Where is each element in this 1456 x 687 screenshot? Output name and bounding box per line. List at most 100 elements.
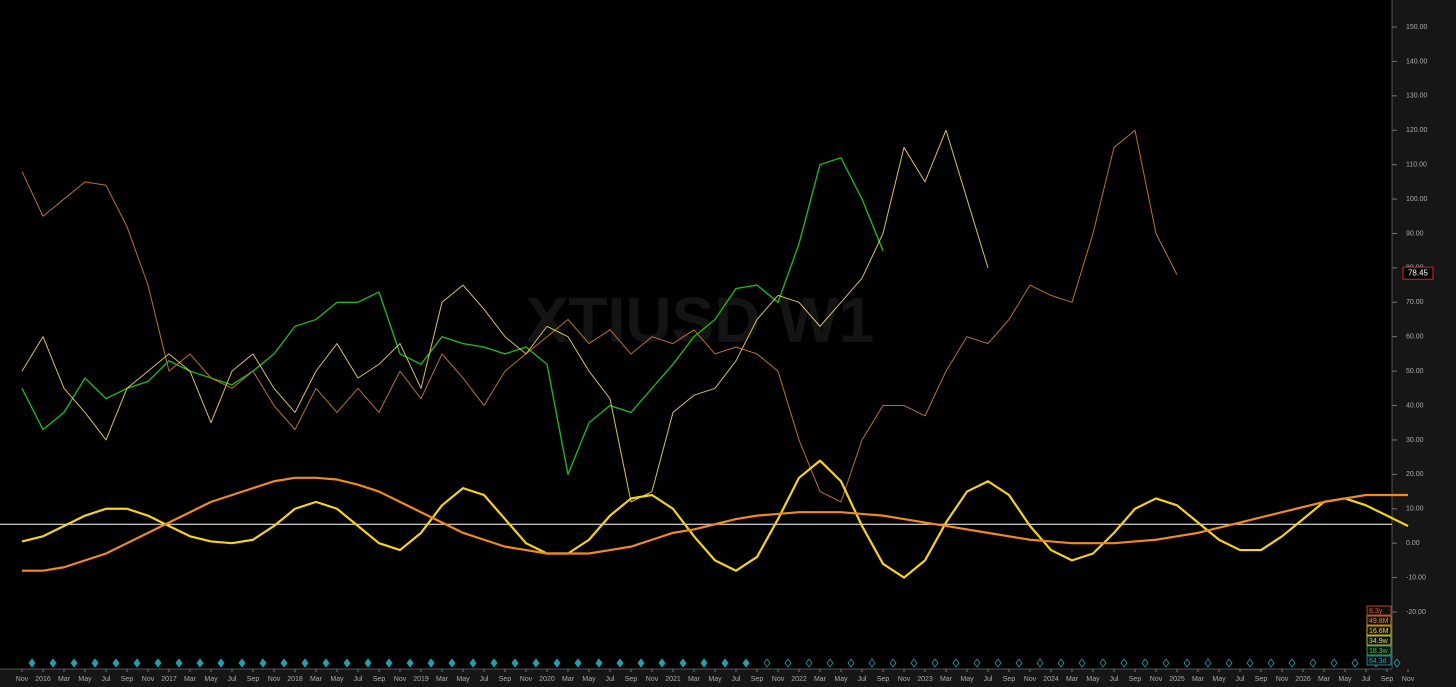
x-tick-label: Nov (1024, 676, 1037, 683)
cycle-legend-box (1366, 615, 1392, 626)
cycle-marker (406, 658, 414, 668)
cycle-marker (1015, 658, 1023, 668)
cycle-marker (1162, 658, 1170, 668)
x-tick-label: Jul (102, 676, 111, 683)
x-tick-label: 2025 (1169, 676, 1185, 683)
x-tick-label: Mar (940, 676, 953, 683)
series-line (21, 129, 1178, 503)
y-tick-label: 0.00 (1406, 540, 1420, 547)
series-line (22, 476, 1408, 572)
cycle-marker (973, 658, 981, 668)
cycle-legend-label: 49.8M (1369, 618, 1389, 625)
x-tick-label: Sep (1381, 676, 1394, 683)
cycle-legend-box (1366, 625, 1392, 636)
cycle-marker (1057, 658, 1065, 668)
last-price-box (1402, 266, 1434, 280)
x-tick-label: Nov (268, 676, 281, 683)
cycle-marker (952, 658, 960, 668)
x-tick-label: Mar (1318, 676, 1331, 683)
x-tick-label: 2017 (161, 676, 177, 683)
time-axis-panel (0, 669, 1392, 687)
x-tick-label: May (1086, 676, 1100, 683)
x-tick-label: May (204, 676, 218, 683)
x-tick-label: Jul (606, 676, 615, 683)
cycle-legend-label: 8.3y (1369, 608, 1383, 615)
y-tick-label: 40.00 (1406, 402, 1424, 409)
cycle-legend-label: 18.3w (1369, 648, 1389, 655)
cycle-marker (1309, 658, 1317, 668)
cycle-marker (721, 658, 729, 668)
x-tick-label: Nov (772, 676, 785, 683)
x-tick-label: May (78, 676, 92, 683)
x-tick-label: Mar (436, 676, 449, 683)
x-tick-label: 2020 (539, 676, 555, 683)
x-tick-label: Mar (184, 676, 197, 683)
cycle-marker (616, 658, 624, 668)
cycle-marker (217, 658, 225, 668)
cycle-marker (1078, 658, 1086, 668)
cycle-marker (1141, 658, 1149, 668)
x-tick-label: Sep (625, 676, 638, 683)
cycle-marker (805, 658, 813, 668)
x-tick-label: Sep (499, 676, 512, 683)
cycle-marker (175, 658, 183, 668)
x-tick-label: Jul (732, 676, 741, 683)
cycle-marker (133, 658, 141, 668)
x-tick-label: Nov (394, 676, 407, 683)
x-tick-label: Jul (984, 676, 993, 683)
watermark: XTIUSD W1 (526, 284, 874, 356)
price-axis-panel (1392, 0, 1456, 687)
x-tick-label: Sep (373, 676, 386, 683)
y-tick-label: 130.00 (1406, 93, 1428, 100)
y-tick-label: 10.00 (1406, 506, 1424, 513)
x-tick-label: Sep (247, 676, 260, 683)
x-tick-label: Nov (16, 676, 29, 683)
x-tick-label: Mar (1192, 676, 1205, 683)
x-tick-label: Sep (121, 676, 134, 683)
last-price-label: 78.45 (1408, 268, 1429, 277)
cycle-marker (1330, 658, 1338, 668)
cycle-marker (280, 658, 288, 668)
x-tick-label: 2018 (287, 676, 303, 683)
cycle-marker (469, 658, 477, 668)
cycle-legend-label: 64.3d (1369, 658, 1387, 665)
x-tick-label: Nov (142, 676, 155, 683)
x-tick-label: May (1212, 676, 1226, 683)
cycle-marker (385, 658, 393, 668)
x-tick-label: Mar (310, 676, 323, 683)
cycle-marker (301, 658, 309, 668)
cycle-marker (784, 658, 792, 668)
cycle-legend-box (1366, 655, 1392, 666)
x-tick-label: 2019 (413, 676, 429, 683)
cycle-marker (994, 658, 1002, 668)
y-tick-label: 60.00 (1406, 334, 1424, 341)
cycle-marker (70, 658, 78, 668)
y-tick-label: 90.00 (1406, 230, 1424, 237)
x-tick-label: 2021 (665, 676, 681, 683)
x-tick-label: 2022 (791, 676, 807, 683)
cycle-marker (154, 658, 162, 668)
cycle-marker (931, 658, 939, 668)
cycle-legend-box (1366, 605, 1392, 616)
x-tick-label: May (834, 676, 848, 683)
cycle-marker (679, 658, 687, 668)
y-tick-label: 140.00 (1406, 58, 1428, 65)
cycle-marker (343, 658, 351, 668)
x-tick-label: 2016 (35, 676, 51, 683)
cycle-marker (1246, 658, 1254, 668)
cycle-marker (238, 658, 246, 668)
y-tick-label: 100.00 (1406, 196, 1428, 203)
x-tick-label: Sep (877, 676, 890, 683)
cycle-marker (511, 658, 519, 668)
cycle-marker (658, 658, 666, 668)
x-tick-label: Sep (1129, 676, 1142, 683)
y-tick-label: -10.00 (1406, 574, 1426, 581)
y-tick-label: 50.00 (1406, 368, 1424, 375)
x-tick-label: Sep (751, 676, 764, 683)
x-tick-label: Sep (1003, 676, 1016, 683)
cycle-marker (427, 658, 435, 668)
x-tick-label: May (1338, 676, 1352, 683)
x-tick-label: May (456, 676, 470, 683)
